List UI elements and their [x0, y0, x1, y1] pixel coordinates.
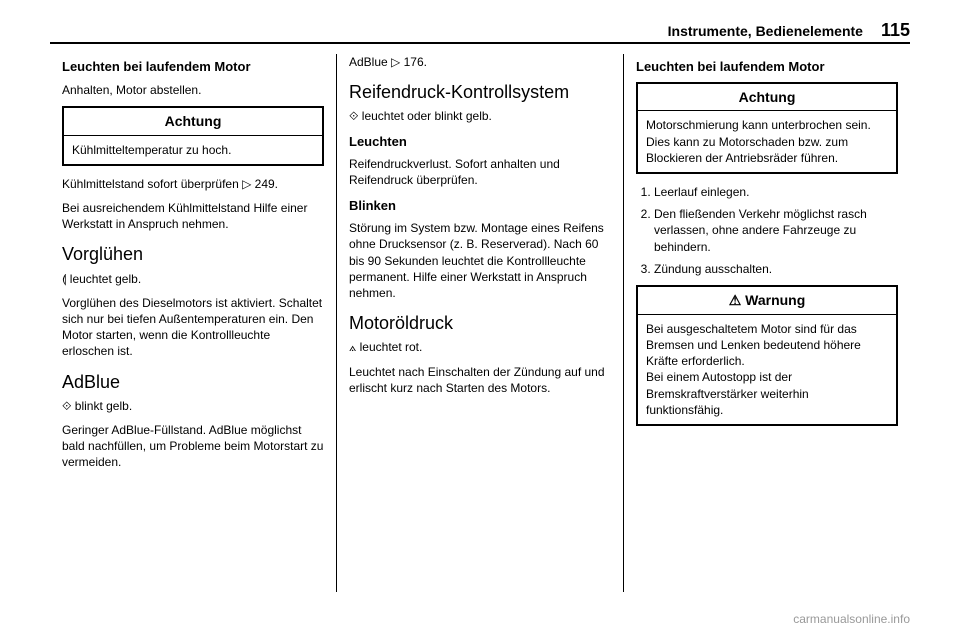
content-columns: Leuchten bei laufendem Motor Anhalten, M… [50, 54, 910, 592]
col1-p-stop: Anhalten, Motor abstellen. [62, 82, 324, 98]
caution-box-coolant: Achtung Kühlmitteltemperatur zu hoch. [62, 106, 324, 166]
col1-heading-adblue: AdBlue [62, 370, 324, 394]
caution-title-2: Achtung [638, 84, 896, 112]
col1-p-check-coolant: Kühlmittelstand sofort überprüfen ▷ 249. [62, 176, 324, 192]
col1-heading-preheat: Vorglühen [62, 242, 324, 266]
col2-p-tpms-light: ⟐ leuchtet oder blinkt gelb. [349, 108, 611, 124]
page-number: 115 [881, 20, 910, 41]
caution-box-lubrication: Achtung Motorschmierung kann unterbro­ch… [636, 82, 898, 174]
col2-p-system-fault: Störung im System bzw. Montage eines Rei… [349, 220, 611, 301]
column-1: Leuchten bei laufendem Motor Anhalten, M… [50, 54, 336, 592]
col2-p-oil-red: ⟑ leuchtet rot. [349, 339, 611, 355]
page-header: Instrumente, Bedienelemente 115 [50, 20, 910, 41]
section-title: Instrumente, Bedienelemente [668, 23, 863, 39]
caution-title: Achtung [64, 108, 322, 136]
col2-p-adblue-ref: AdBlue ▷ 176. [349, 54, 611, 70]
col1-heading-running-engine: Leuchten bei laufendem Motor [62, 58, 324, 76]
col3-step-3: Zündung ausschalten. [654, 261, 898, 277]
warning-title: ⚠ Warnung [638, 287, 896, 315]
col1-p-workshop: Bei ausreichendem Kühlmittelstand Hilfe … [62, 200, 324, 232]
col3-heading-running-engine: Leuchten bei laufendem Motor [636, 58, 898, 76]
manual-page: Instrumente, Bedienelemente 115 Leuchten… [0, 0, 960, 642]
col2-heading-tyre-pressure: Reifendruck-Kontrollsystem [349, 80, 611, 104]
footer-watermark: carmanualsonline.info [793, 612, 910, 626]
col3-step-2: Den fließenden Verkehr möglichst rasch v… [654, 206, 898, 255]
col2-subheading-blinking: Blinken [349, 197, 611, 215]
col1-p-preheat-desc: Vorglühen des Dieselmotors ist akti­vier… [62, 295, 324, 360]
warning-body: Bei ausgeschaltetem Motor sind für das B… [638, 315, 896, 424]
column-2: AdBlue ▷ 176. Reifendruck-Kontrollsystem… [336, 54, 623, 592]
header-rule [50, 42, 910, 44]
caution-body-2: Motorschmierung kann unterbro­chen sein.… [638, 111, 896, 172]
col3-step-1: Leerlauf einlegen. [654, 184, 898, 200]
col1-p-adblue-desc: Geringer AdBlue-Füllstand. AdBlue möglic… [62, 422, 324, 471]
col1-p-preheat-light: ⟬ leuchtet gelb. [62, 271, 324, 287]
col3-steps-list: Leerlauf einlegen. Den fließenden Verkeh… [654, 184, 898, 277]
column-3: Leuchten bei laufendem Motor Achtung Mot… [623, 54, 910, 592]
col1-p-adblue-light: ⟐ blinkt gelb. [62, 398, 324, 414]
col2-subheading-lights: Leuchten [349, 133, 611, 151]
col2-p-pressure-loss: Reifendruckverlust. Sofort anhalten und … [349, 156, 611, 188]
warning-box: ⚠ Warnung Bei ausgeschaltetem Motor sind… [636, 285, 898, 426]
col2-p-oil-desc: Leuchtet nach Einschalten der Zündung au… [349, 364, 611, 396]
col2-heading-oil-pressure: Motoröldruck [349, 311, 611, 335]
caution-body: Kühlmitteltemperatur zu hoch. [64, 136, 322, 164]
